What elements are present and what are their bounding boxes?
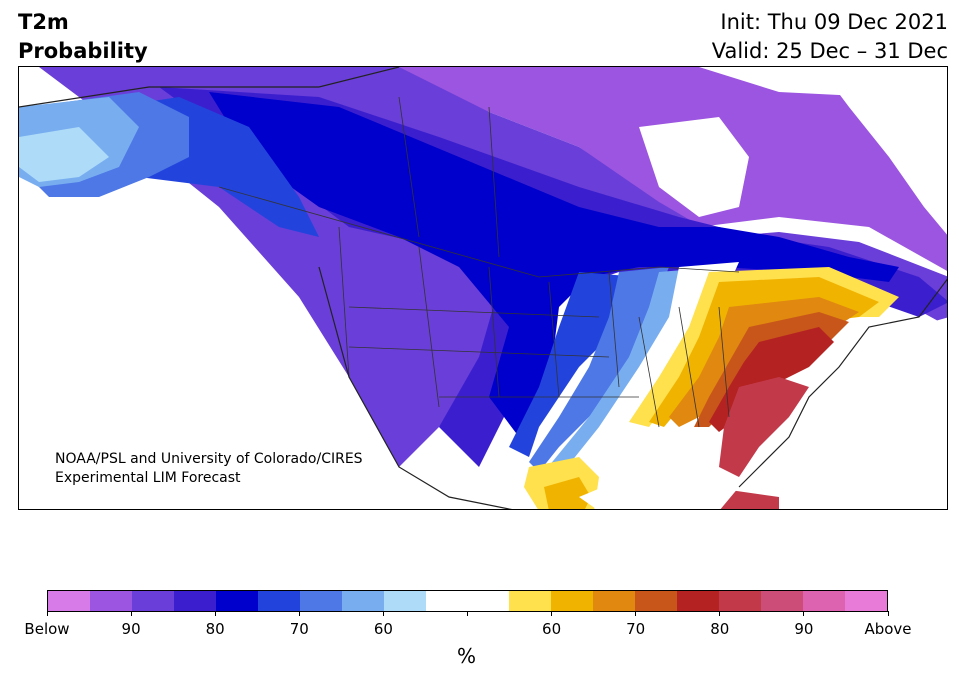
colorbar-tick-label: 80 — [205, 620, 225, 638]
colorbar-segment — [215, 591, 258, 611]
colorbar-tick-label: 70 — [289, 620, 309, 638]
colorbar-segment — [257, 591, 300, 611]
colorbar-tick-label: 70 — [626, 620, 646, 638]
gulf-of-mexico — [579, 472, 739, 509]
colorbar-segment — [89, 591, 132, 611]
colorbar-tick-label: 60 — [373, 620, 393, 638]
colorbar-tick — [467, 611, 468, 616]
colorbar-tick-label: 90 — [121, 620, 141, 638]
colorbar-tick — [635, 611, 637, 616]
map-title: T2m Probability — [18, 8, 148, 66]
colorbar-segment — [593, 591, 636, 611]
political-borders — [218, 96, 740, 428]
colorbar-segment — [635, 591, 678, 611]
colorbar-tick — [298, 611, 300, 616]
credit-line-org: NOAA/PSL and University of Colorado/CIRE… — [55, 451, 363, 467]
colorbar-segment — [131, 591, 174, 611]
colorbar-segment — [467, 591, 510, 611]
pacific-ocean — [19, 207, 437, 509]
coastline — [19, 67, 947, 509]
colorbar-segment — [383, 591, 426, 611]
colorbar-segment — [48, 591, 90, 611]
colorbar-segment — [803, 591, 846, 611]
hudson-bay — [639, 117, 749, 217]
colorbar-segment — [509, 591, 552, 611]
colorbar-tick — [214, 611, 216, 616]
region-below-60 — [209, 92, 899, 437]
title-line-product: Probability — [18, 39, 148, 63]
colorbar — [47, 590, 888, 612]
arctic-ocean — [699, 67, 947, 127]
colorbar-tick-label: Above — [864, 620, 912, 638]
forecast-dates: Init: Thu 09 Dec 2021 Valid: 25 Dec – 31… — [712, 8, 948, 66]
region-below-20 — [19, 127, 109, 182]
colorbar-tick — [887, 611, 889, 616]
init-date: Init: Thu 09 Dec 2021 — [720, 10, 948, 34]
colorbar-segment — [719, 591, 762, 611]
title-line-variable: T2m — [18, 10, 69, 34]
region-mexico-warm2 — [544, 477, 591, 509]
colorbar-tick — [719, 611, 721, 616]
region-below-50b — [509, 272, 639, 457]
credit-line-product: Experimental LIM Forecast — [55, 470, 241, 486]
colorbar-tick — [130, 611, 132, 616]
colorbar-segment — [341, 591, 384, 611]
colorbar-tick — [382, 611, 384, 616]
map-canvas — [19, 67, 947, 509]
colorbar-tick-label: 60 — [542, 620, 562, 638]
colorbar-tick-label: 90 — [794, 620, 814, 638]
credit-text: NOAA/PSL and University of Colorado/CIRE… — [55, 450, 363, 488]
colorbar-segment — [845, 591, 888, 611]
colorbar-tick-label: 80 — [710, 620, 730, 638]
colorbar-tick — [803, 611, 805, 616]
colorbar-unit: % — [457, 644, 477, 668]
colorbar-segment — [761, 591, 804, 611]
probability-map: NOAA/PSL and University of Colorado/CIRE… — [18, 66, 948, 510]
colorbar-segment — [425, 591, 468, 611]
colorbar-segment — [299, 591, 342, 611]
region-above-95 — [719, 377, 809, 477]
colorbar-tick-label: Below — [24, 620, 70, 638]
colorbar-segment — [677, 591, 720, 611]
region-below-40b — [529, 267, 669, 472]
valid-period: Valid: 25 Dec – 31 Dec — [711, 39, 948, 63]
colorbar-tick — [46, 611, 48, 616]
colorbar-segment — [173, 591, 216, 611]
colorbar-tick — [551, 611, 553, 616]
colorbar-segment — [551, 591, 594, 611]
atlantic-ocean — [779, 317, 947, 509]
